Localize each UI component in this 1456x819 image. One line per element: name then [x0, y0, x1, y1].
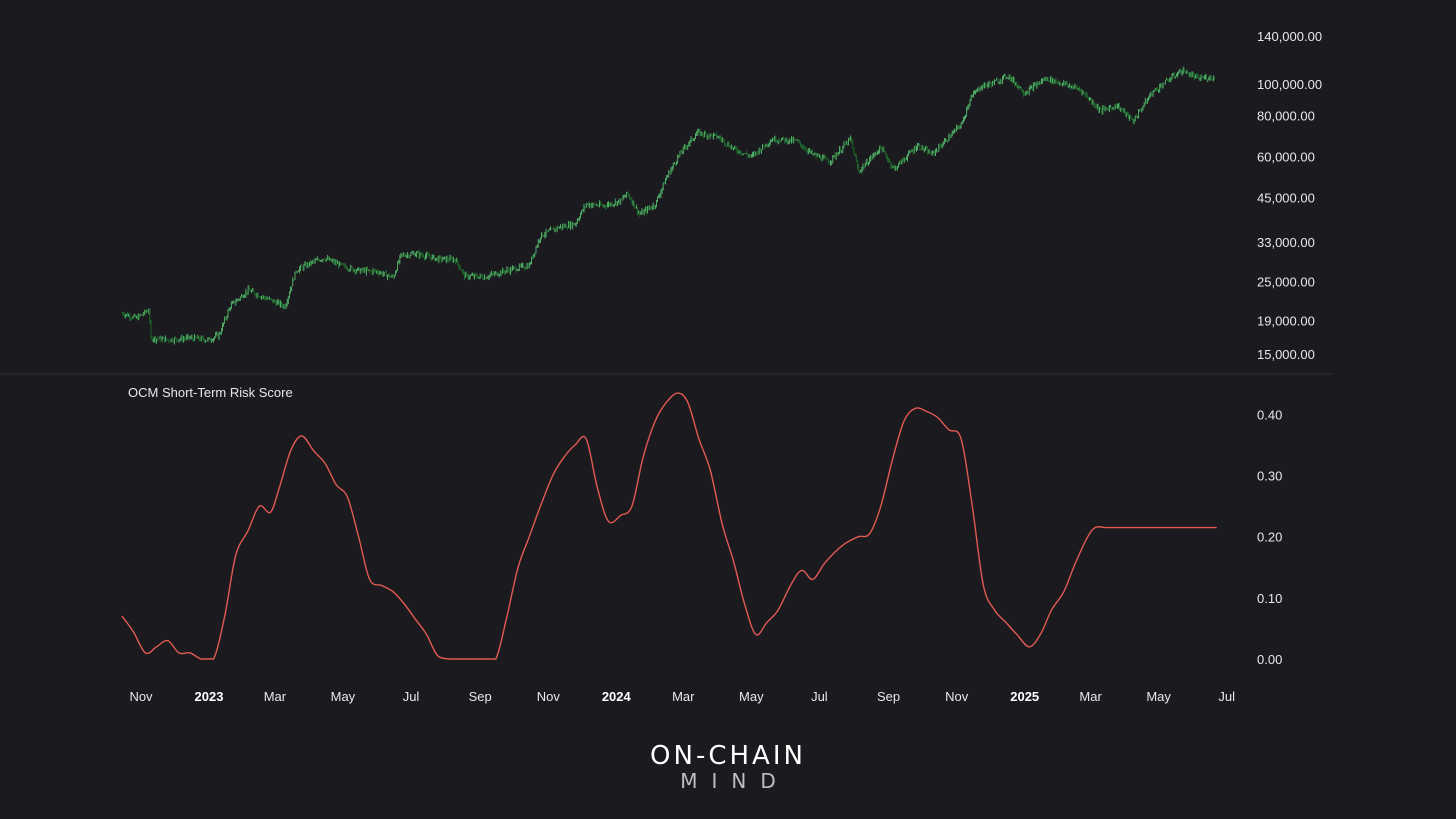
on-chain-mind-logo: ON-CHAIN MIND	[650, 741, 806, 793]
x-tick-label: Mar	[672, 689, 695, 704]
risk-y-axis: 0.40 0.30 0.20 0.10 0.00	[1257, 408, 1282, 668]
risk-score-line	[121, 392, 1217, 660]
price-y-tick-label: 19,000.00	[1257, 314, 1315, 329]
x-tick-label: Sep	[877, 689, 900, 704]
price-candles	[121, 66, 1215, 345]
x-tick-label: Mar	[264, 689, 287, 704]
logo-line-2: MIND	[680, 769, 790, 793]
x-tick-label: May	[739, 689, 764, 704]
price-y-tick-label: 80,000.00	[1257, 109, 1315, 124]
price-y-tick-label: 140,000.00	[1257, 29, 1322, 44]
x-tick-label: Nov	[129, 689, 153, 704]
risk-panel-title: OCM Short-Term Risk Score	[128, 385, 293, 400]
risk-y-tick-label: 0.30	[1257, 469, 1282, 484]
price-y-tick-label: 15,000.00	[1257, 347, 1315, 362]
price-y-axis: 140,000.00 100,000.00 80,000.00 60,000.00 45…	[1257, 29, 1322, 362]
risk-panel: OCM Short-Term Risk Score 0.400.300.200.…	[121, 385, 1282, 668]
risk-y-tick-label: 0.00	[1257, 652, 1282, 667]
x-tick-label: 2025	[1010, 689, 1039, 704]
x-axis: Nov 2023 Mar May Jul Sep Nov 2024 Mar May Jul Sep No…	[129, 689, 1235, 704]
x-tick-label: Jul	[811, 689, 828, 704]
logo-line-1: ON-CHAIN	[650, 741, 806, 771]
x-tick-label: 2024	[602, 689, 632, 704]
risk-y-tick-label: 0.10	[1257, 591, 1282, 606]
risk-y-tick-label: 0.20	[1257, 530, 1282, 545]
x-tick-label: Nov	[537, 689, 561, 704]
price-y-tick-label: 100,000.00	[1257, 77, 1322, 92]
price-y-tick-label: 25,000.00	[1257, 274, 1315, 289]
price-panel: 140,000.00 100,000.00 80,000.00 60,000.00 45…	[121, 29, 1322, 362]
price-y-tick-label: 45,000.00	[1257, 191, 1315, 206]
x-tick-label: Nov	[945, 689, 969, 704]
price-y-tick-label: 60,000.00	[1257, 150, 1315, 165]
x-tick-label: 2023	[195, 689, 224, 704]
risk-y-tick-label: 0.40	[1257, 408, 1282, 423]
x-tick-label: Sep	[469, 689, 492, 704]
x-tick-label: May	[1146, 689, 1171, 704]
price-y-tick-label: 33,000.00	[1257, 235, 1315, 250]
x-tick-label: Jul	[403, 689, 420, 704]
x-tick-label: Mar	[1079, 689, 1102, 704]
x-tick-label: May	[331, 689, 356, 704]
x-tick-label: Jul	[1218, 689, 1235, 704]
